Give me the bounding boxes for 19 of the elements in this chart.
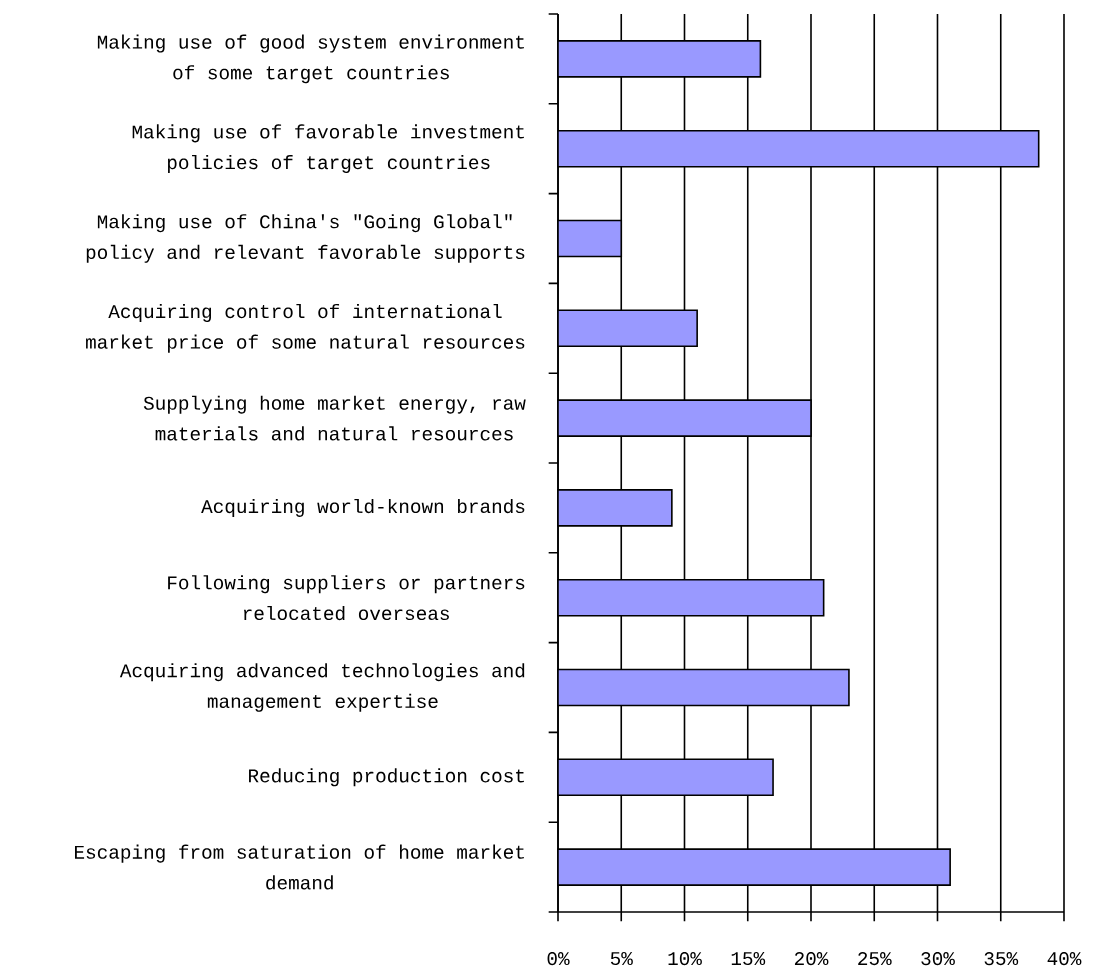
x-tick-label: 35% (984, 952, 1019, 966)
y-tick-label: Reducing production cost (249, 768, 524, 787)
x-tick-label: 5% (610, 952, 633, 966)
x-tick-label: 40% (1047, 952, 1082, 966)
y-tick-label: Making use of China's "Going Global" policy and relevant favorable supports (86, 214, 525, 263)
y-tick-label: Acquiring control of international market price of some natural resources (86, 303, 525, 353)
y-tick-label: Making use of good system environment of some target countries (97, 34, 524, 84)
y-tick-label: Escaping from saturation of home market demand (75, 844, 524, 890)
y-tick-label: Making use of favorable investment policies of target countries (132, 124, 524, 174)
x-tick-label: 25% (858, 952, 892, 966)
x-tick-label: 15% (731, 952, 766, 966)
y-tick-label: Acquiring advanced technologies and management expertise (119, 663, 525, 712)
y-tick-label: Acquiring world-known brands (201, 498, 525, 517)
x-tick-label: 20% (794, 952, 829, 966)
y-tick-label: Following suppliers or partners relocated overseas (168, 575, 525, 621)
x-tick-label: 30% (921, 952, 955, 966)
x-tick-label: 0% (547, 952, 570, 966)
x-tick-label: 10% (668, 952, 702, 966)
y-tick-label: Supplying home market energy, raw materials and natural resources (143, 395, 526, 441)
